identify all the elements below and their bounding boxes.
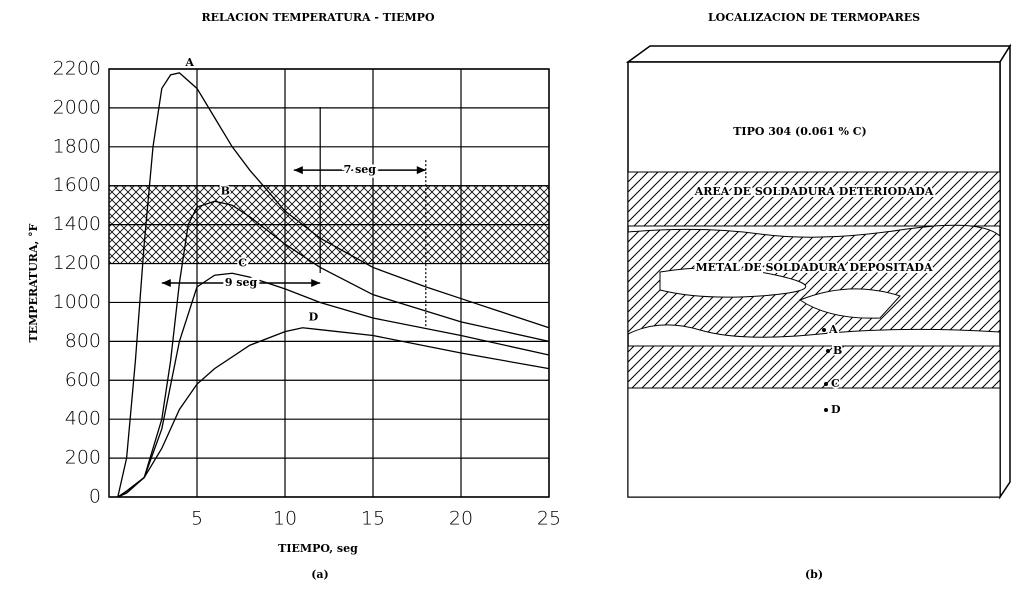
point-label: A — [828, 323, 838, 336]
y-tick-label: 2200 — [53, 58, 101, 80]
diagram: LOCALIZACION DE TERMOPARES TIPO 304 (0.0… — [625, 11, 1012, 581]
line-series — [117, 200, 550, 498]
series-label: A — [184, 56, 194, 69]
y-tick-label: 1600 — [53, 174, 101, 196]
x-tick-label: 10 — [273, 508, 297, 530]
annotation-label: 7 seg — [344, 163, 377, 176]
chart-title: RELACION TEMPERATURA - TIEMPO — [201, 11, 434, 24]
y-tick-label: 400 — [65, 408, 101, 430]
y-tick-label: 1400 — [53, 213, 101, 235]
x-tick-label: 20 — [449, 508, 473, 530]
series-label: C — [238, 256, 247, 269]
y-axis-label: TEMPERATURA, °F — [27, 223, 40, 342]
line-series — [117, 72, 550, 498]
weld-band — [627, 224, 1001, 338]
thermocouple — [822, 328, 826, 332]
series-label: D — [309, 311, 319, 324]
y-tick-label: 0 — [89, 486, 101, 508]
haz-label: AREA DE SOLDADURA DETERIODADA — [694, 185, 934, 198]
point-label: B — [833, 344, 842, 357]
chart: RELACION TEMPERATURA - TIEMPO TIEMPO, se… — [27, 11, 561, 581]
base-lower — [627, 387, 1001, 498]
weld-texture — [659, 267, 901, 319]
series-label: B — [221, 184, 230, 197]
x-tick-label: 15 — [361, 508, 385, 530]
point-label: D — [831, 403, 841, 416]
haz-band — [627, 171, 1001, 227]
y-tick-label: 200 — [65, 447, 101, 469]
y-tick-label: 600 — [65, 369, 101, 391]
caption: (a) — [311, 568, 329, 581]
x-tick-label: 25 — [537, 508, 561, 530]
lower-haz-band — [627, 345, 1001, 389]
x-axis-label: TIEMPO, seg — [278, 542, 358, 555]
thermocouple — [826, 349, 830, 353]
weld-label: METAL DE SOLDADURA DEPOSITADA — [695, 261, 932, 274]
block-top — [625, 45, 1012, 63]
caption: (b) — [805, 568, 823, 581]
thermocouple — [824, 408, 828, 412]
y-tick-label: 1000 — [53, 291, 101, 313]
annotation-label: 9 seg — [225, 276, 258, 289]
diagram-title: LOCALIZACION DE TERMOPARES — [708, 11, 920, 24]
y-tick-label: 2000 — [53, 96, 101, 118]
block-side — [999, 43, 1011, 500]
point-label: C — [831, 377, 840, 390]
y-tick-label: 1800 — [53, 135, 101, 157]
plot-frame — [108, 68, 550, 498]
line-series — [117, 327, 550, 498]
line-series — [117, 272, 550, 498]
y-tick-label: 800 — [65, 330, 101, 352]
x-tick-label: 5 — [191, 508, 203, 530]
thermocouple — [824, 382, 828, 386]
y-tick-label: 1200 — [53, 252, 101, 274]
base-metal-label: TIPO 304 (0.061 % C) — [733, 125, 867, 138]
